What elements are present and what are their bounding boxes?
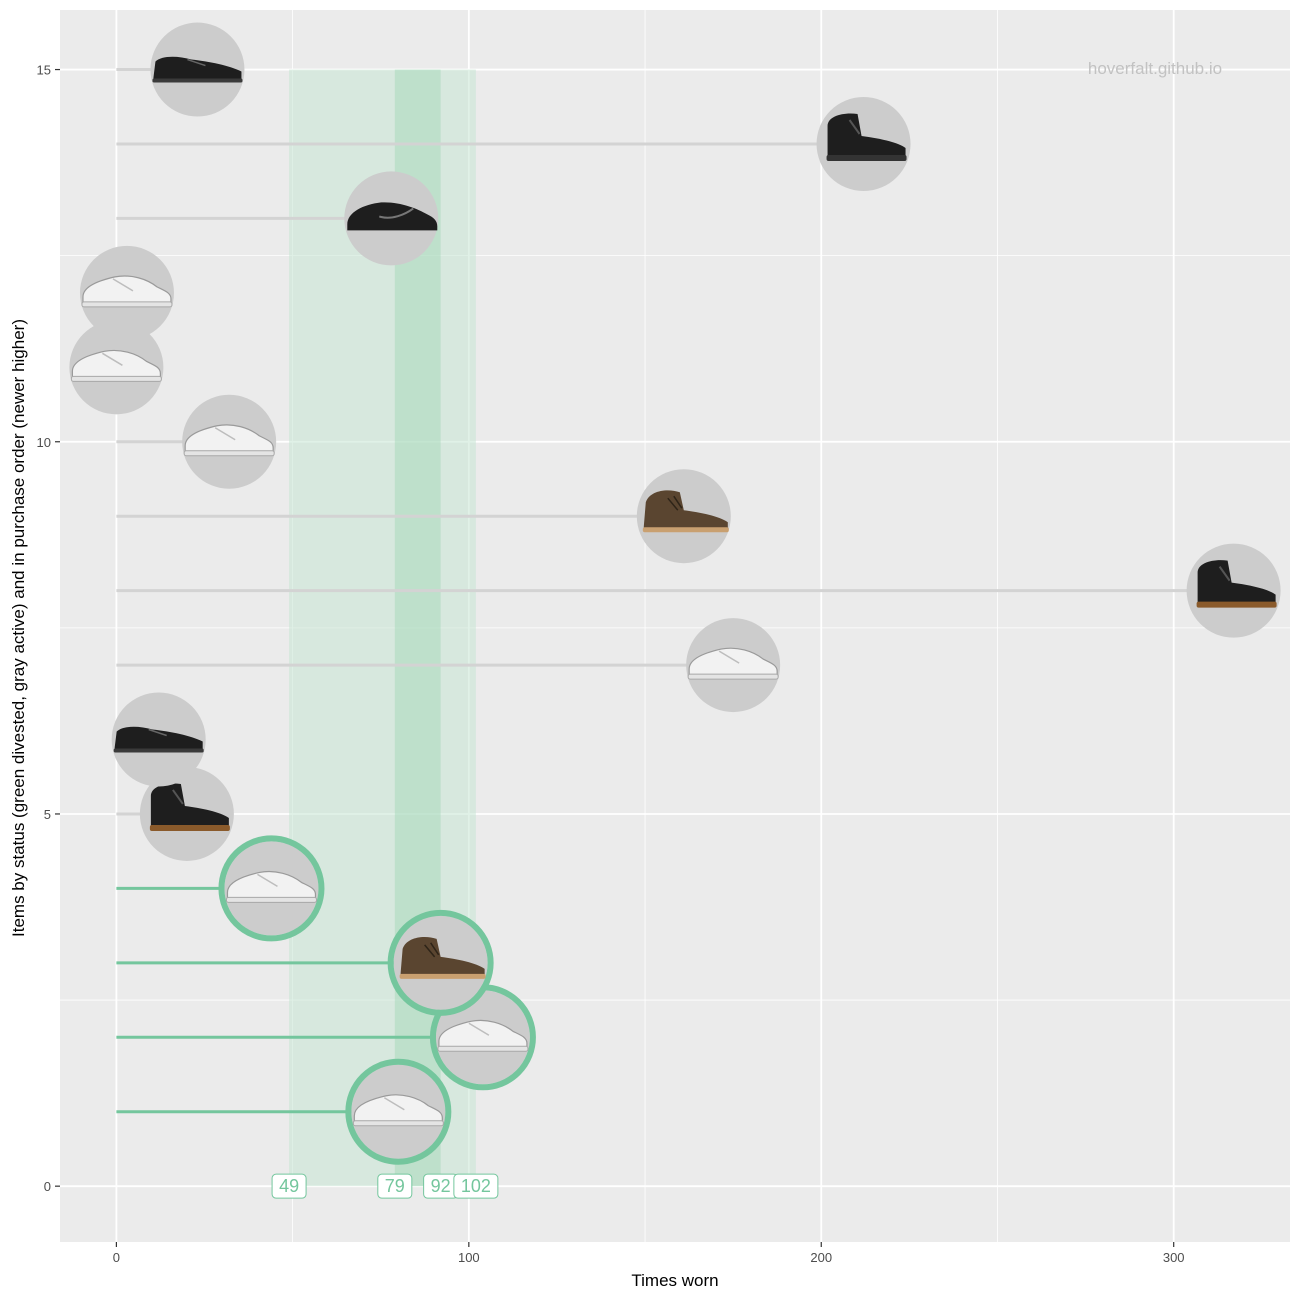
axes: 0 100 200 300 0 5 10 15 [37, 63, 1185, 1265]
shoe-marker-divested [387, 909, 494, 1016]
x-tick-label: 300 [1163, 1250, 1185, 1265]
quantile-label: 79 [377, 1173, 413, 1199]
plot-panel [60, 10, 1290, 1242]
shoe-marker-active [139, 766, 234, 861]
x-tick-label: 100 [458, 1250, 480, 1265]
shoe-marker-active [182, 394, 277, 489]
y-axis-title: Items by status (green divested, gray ac… [9, 319, 28, 937]
shoe-marker-active [686, 618, 781, 713]
white-sneaker-icon [225, 870, 317, 903]
quantile-label: 92 [423, 1173, 459, 1199]
y-tick-label: 5 [44, 807, 51, 822]
brown-boot-icon [399, 936, 486, 979]
x-axis-title: Times worn [631, 1271, 718, 1290]
x-tick-label: 0 [113, 1250, 120, 1265]
shoe-marker-divested [429, 984, 536, 1091]
white-sneaker-icon [437, 1019, 529, 1052]
shoe-marker-active [69, 320, 164, 415]
shoe-marker-active [636, 469, 731, 564]
black-boot-icon [149, 783, 230, 831]
white-sneaker-icon [352, 1094, 444, 1127]
shoe-marker-active [111, 692, 206, 787]
panel-background [60, 10, 1290, 1242]
shoe-marker-divested [345, 1058, 452, 1165]
black-dress-shoe-icon [152, 56, 243, 83]
shoe-marker-divested [218, 835, 325, 942]
quantile-labels: 49 79 92 102 [271, 1173, 499, 1199]
black-dress-shoe-icon [113, 726, 204, 753]
divested-ring [218, 835, 325, 942]
shoe-marker-active [1186, 543, 1281, 638]
white-sneaker-icon [183, 424, 275, 457]
shoe-marker-active [150, 22, 245, 117]
shoe-marker-active [79, 245, 174, 340]
y-tick-label: 0 [44, 1179, 51, 1194]
white-sneaker-icon [70, 349, 162, 382]
white-sneaker-icon [81, 275, 173, 308]
quantile-label-text: 102 [461, 1176, 491, 1196]
shoe-markers [69, 22, 1281, 1165]
black-running-shoe-icon [347, 202, 438, 231]
black-boot-icon [1196, 560, 1277, 608]
x-tick-label: 200 [810, 1250, 832, 1265]
watermark-text: hoverfalt.github.io [1088, 59, 1222, 78]
shoe-marker-active [816, 96, 911, 191]
quantile-label-text: 49 [279, 1176, 299, 1196]
quantile-label: 102 [453, 1173, 499, 1199]
white-sneaker-icon [687, 647, 779, 680]
divested-ring [387, 909, 494, 1016]
divested-ring [345, 1058, 452, 1165]
shoe-marker-active [344, 171, 439, 266]
quantile-label-text: 79 [385, 1176, 405, 1196]
quantile-label-text: 92 [431, 1176, 451, 1196]
brown-boot-icon [642, 490, 729, 533]
y-tick-label: 10 [37, 435, 51, 450]
quantile-label: 49 [271, 1173, 307, 1199]
black-winter-boot-icon [826, 113, 907, 161]
y-tick-label: 15 [37, 63, 51, 78]
